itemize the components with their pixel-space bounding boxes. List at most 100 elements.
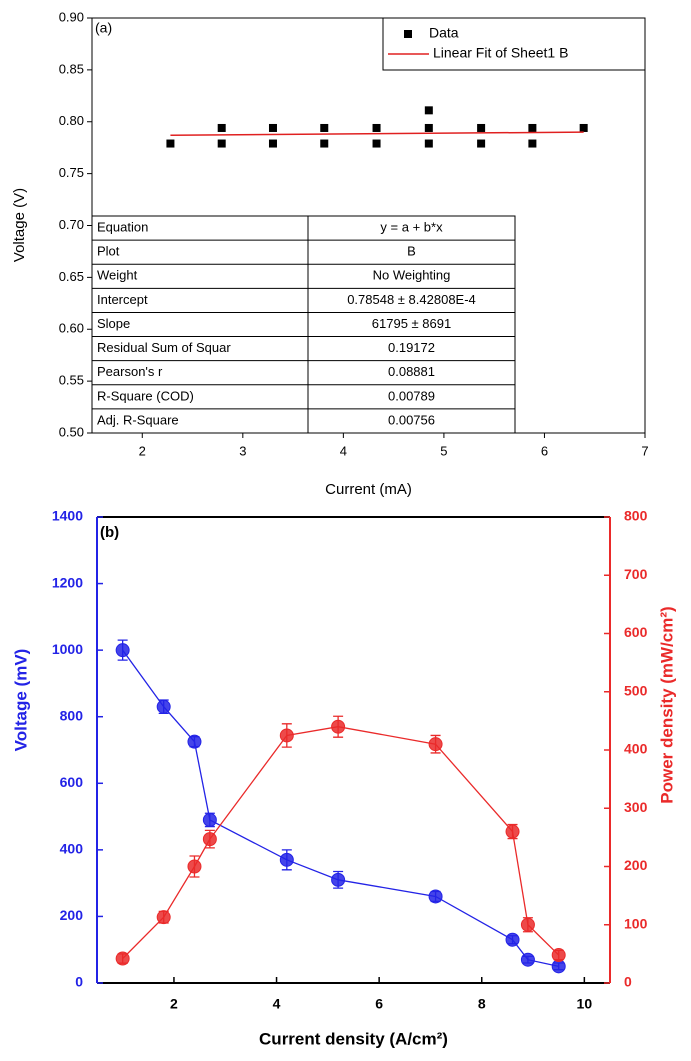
data-point [528,123,537,132]
x-tick-label: 4 [273,996,281,1012]
table-cell: Slope [97,316,130,331]
fit-line [170,131,584,136]
data-point [528,139,537,148]
table-cell: Weight [97,268,138,283]
table-cell: 61795 ± 8691 [372,316,451,331]
y-tick-label: 0.65 [59,269,84,284]
data-point [115,951,130,966]
series-line [122,649,559,967]
x-tick-label: 6 [541,443,548,458]
x-tick-label: 2 [139,443,146,458]
y2-tick-label: 800 [624,508,648,524]
y2-tick-label: 500 [624,682,648,698]
table-frame [91,215,516,434]
table-cell: 0.19172 [388,340,435,355]
y2-tick-label: 0 [624,974,632,990]
y-tick-label: 1200 [52,574,83,590]
series-line [122,726,560,959]
data-point [268,123,277,132]
legend-box [382,17,646,71]
table-cell: Equation [97,219,148,234]
y-tick-label: 0.60 [59,321,84,336]
y-tick-label: 0.70 [59,217,84,232]
data-point [217,123,226,132]
data-point [505,824,520,839]
y2-axis-label: Power density (mW/cm²) [657,606,676,803]
table-cell: Residual Sum of Squar [97,340,231,355]
y-tick-label: 200 [60,907,84,923]
table-cell: B [407,244,416,259]
y-tick-label: 400 [60,841,84,857]
data-point [520,952,535,967]
data-point [505,932,520,947]
data-point [156,910,171,925]
x-tick-label: 2 [170,996,178,1012]
data-point [551,948,566,963]
data-point [424,139,433,148]
table-cell: No Weighting [373,268,451,283]
data-point [428,889,443,904]
data-point [279,728,294,743]
x-tick-label: 7 [641,443,648,458]
x-tick-label: 6 [375,996,383,1012]
data-point [477,123,486,132]
data-point [202,812,217,827]
data-point [520,917,535,932]
x-tick-label: 8 [478,996,486,1012]
legend-label: Data [429,25,459,41]
data-point [202,832,217,847]
data-point [166,139,175,148]
data-point [217,139,226,148]
data-point [424,123,433,132]
data-point [187,734,202,749]
x-tick-label: 3 [239,443,246,458]
table-cell: 0.08881 [388,364,435,379]
y2-tick-label: 100 [624,915,648,931]
table-cell: Pearson's r [97,364,163,379]
y-axis-label: Voltage (V) [11,188,28,262]
data-point [268,139,277,148]
y-axis-label: Voltage (mV) [11,649,30,752]
data-point [331,872,346,887]
table-cell: Plot [97,244,120,259]
x-axis-label: Current (mA) [325,481,412,498]
y-tick-label: 0.55 [59,373,84,388]
data-point [372,123,381,132]
data-point [424,106,433,115]
data-point [372,139,381,148]
data-point [115,643,130,658]
data-point [320,123,329,132]
data-point [320,139,329,148]
y-tick-label: 1400 [52,508,83,524]
y2-tick-label: 200 [624,857,648,873]
data-point [331,719,346,734]
table-cell: R-Square (COD) [97,388,194,403]
y2-tick-label: 700 [624,566,648,582]
data-point [156,699,171,714]
x-axis-label: Current density (A/cm²) [259,1029,448,1048]
table-cell: 0.78548 ± 8.42808E-4 [347,292,476,307]
data-point [428,737,443,752]
y-tick-label: 0.85 [59,61,84,76]
y-tick-label: 0.75 [59,165,84,180]
table-cell: Adj. R-Square [97,412,179,427]
y-tick-label: 0 [75,974,83,990]
legend-label: Linear Fit of Sheet1 B [433,45,568,61]
legend-marker [404,30,412,38]
data-point [187,859,202,874]
table-cell: 0.00789 [388,388,435,403]
data-point [279,852,294,867]
y-tick-label: 800 [60,707,84,723]
y-tick-label: 600 [60,774,84,790]
panel-label: (b) [100,524,119,541]
y-tick-label: 0.50 [59,424,84,439]
y-tick-label: 1000 [52,641,83,657]
y2-tick-label: 300 [624,799,648,815]
y-tick-label: 0.80 [59,113,84,128]
data-point [477,139,486,148]
table-cell: y = a + b*x [380,219,443,234]
data-point [579,123,588,132]
table-cell: Intercept [97,292,148,307]
